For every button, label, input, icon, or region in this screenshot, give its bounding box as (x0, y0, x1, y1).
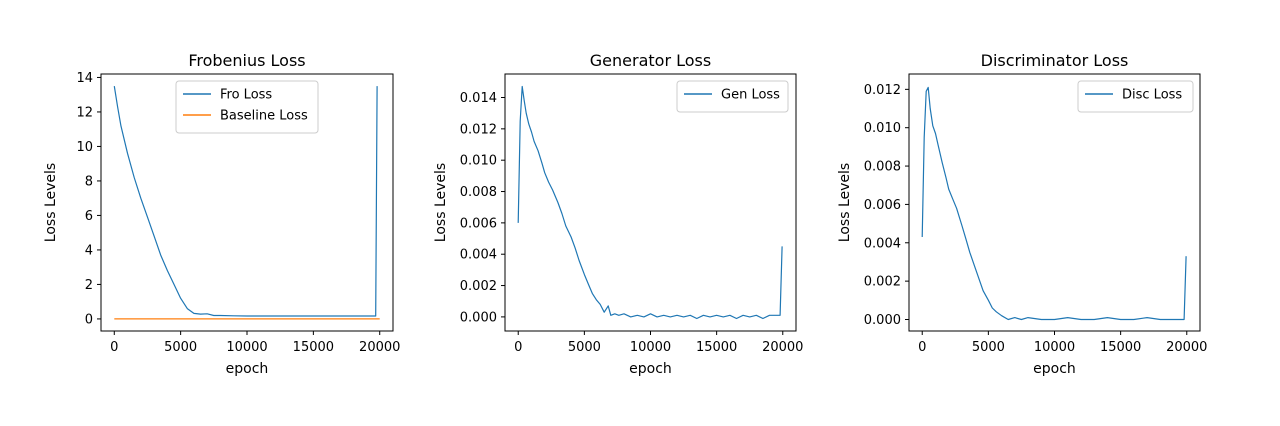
plot-frame (504, 73, 797, 332)
y-axis-label: Loss Levels (837, 163, 853, 242)
y-tick-label: 2 (85, 278, 93, 293)
y-tick-label: 14 (76, 71, 93, 86)
y-tick-label: 0 (85, 312, 93, 327)
x-axis-label: epoch (1033, 361, 1076, 377)
y-tick-label: 0.006 (864, 198, 901, 213)
chart-title: Frobenius Loss (188, 51, 305, 70)
x-axis-label: epoch (629, 361, 672, 377)
chart-panel-3: Discriminator Loss 0 5000 10000 15000 20000 0.… (837, 51, 1207, 377)
y-tick-label: 0.012 (864, 83, 901, 98)
y-tick-label: 0.010 (460, 154, 497, 169)
y-tick-label: 8 (85, 174, 93, 189)
chart-title: Generator Loss (590, 51, 711, 70)
y-tick-label: 0.004 (864, 236, 901, 251)
y-tick-label: 0.014 (460, 91, 497, 106)
x-axis-label: epoch (226, 361, 269, 377)
x-tick-label: 15000 (1100, 340, 1141, 355)
x-tick-label: 10000 (630, 340, 671, 355)
y-tick-label: 0.002 (864, 275, 901, 290)
y-tick-label: 0.000 (864, 313, 901, 328)
x-tick-label: 5000 (972, 340, 1005, 355)
legend: Fro Loss Baseline Loss (175, 80, 319, 134)
legend-label: Gen Loss (721, 88, 780, 103)
plot-frame (908, 73, 1201, 332)
y-tick-label: 0.012 (460, 122, 497, 137)
legend-box (175, 80, 319, 134)
legend-label: Disc Loss (1122, 88, 1182, 103)
x-tick-label: 5000 (164, 340, 197, 355)
x-tick-label: 0 (514, 340, 522, 355)
y-tick-label: 10 (76, 140, 93, 155)
chart-panel-2: Generator Loss 0 5000 10000 15000 20000 0.000 0… (433, 51, 803, 377)
x-tick-label: 0 (110, 340, 118, 355)
y-axis-label: Loss Levels (43, 163, 59, 242)
y-tick-label: 0.004 (460, 248, 497, 263)
chart-title: Discriminator Loss (981, 51, 1129, 70)
x-tick-label: 15000 (696, 340, 737, 355)
y-axis-label: Loss Levels (433, 163, 449, 242)
x-tick-label: 5000 (568, 340, 601, 355)
x-tick-label: 20000 (1166, 340, 1207, 355)
x-tick-label: 10000 (226, 340, 267, 355)
x-tick-label: 20000 (359, 340, 400, 355)
y-tick-label: 0.008 (864, 160, 901, 175)
y-tick-label: 0.006 (460, 216, 497, 231)
chart-panel-1: Frobenius Loss 0 5000 10000 15000 20000 0 2 4 6 8 1… (43, 51, 400, 377)
y-tick-label: 0.002 (460, 279, 497, 294)
x-tick-label: 0 (918, 340, 926, 355)
legend: Gen Loss (676, 80, 789, 113)
legend-box (676, 80, 789, 113)
y-tick-label: 6 (85, 209, 93, 224)
legend-box (1077, 80, 1194, 113)
series-line-1 (113, 86, 378, 317)
legend: Disc Loss (1077, 80, 1194, 113)
y-tick-label: 0.010 (864, 121, 901, 136)
y-tick-label: 12 (76, 105, 93, 120)
y-tick-label: 0.008 (460, 185, 497, 200)
x-tick-label: 20000 (762, 340, 803, 355)
legend-label: Fro Loss (220, 88, 272, 103)
y-tick-label: 4 (85, 243, 93, 258)
y-tick-label: 0.000 (460, 310, 497, 325)
series-line-1 (517, 85, 783, 320)
series-line-1 (921, 86, 1187, 321)
legend-label: Baseline Loss (220, 109, 308, 124)
x-tick-label: 10000 (1034, 340, 1075, 355)
x-tick-label: 15000 (293, 340, 334, 355)
